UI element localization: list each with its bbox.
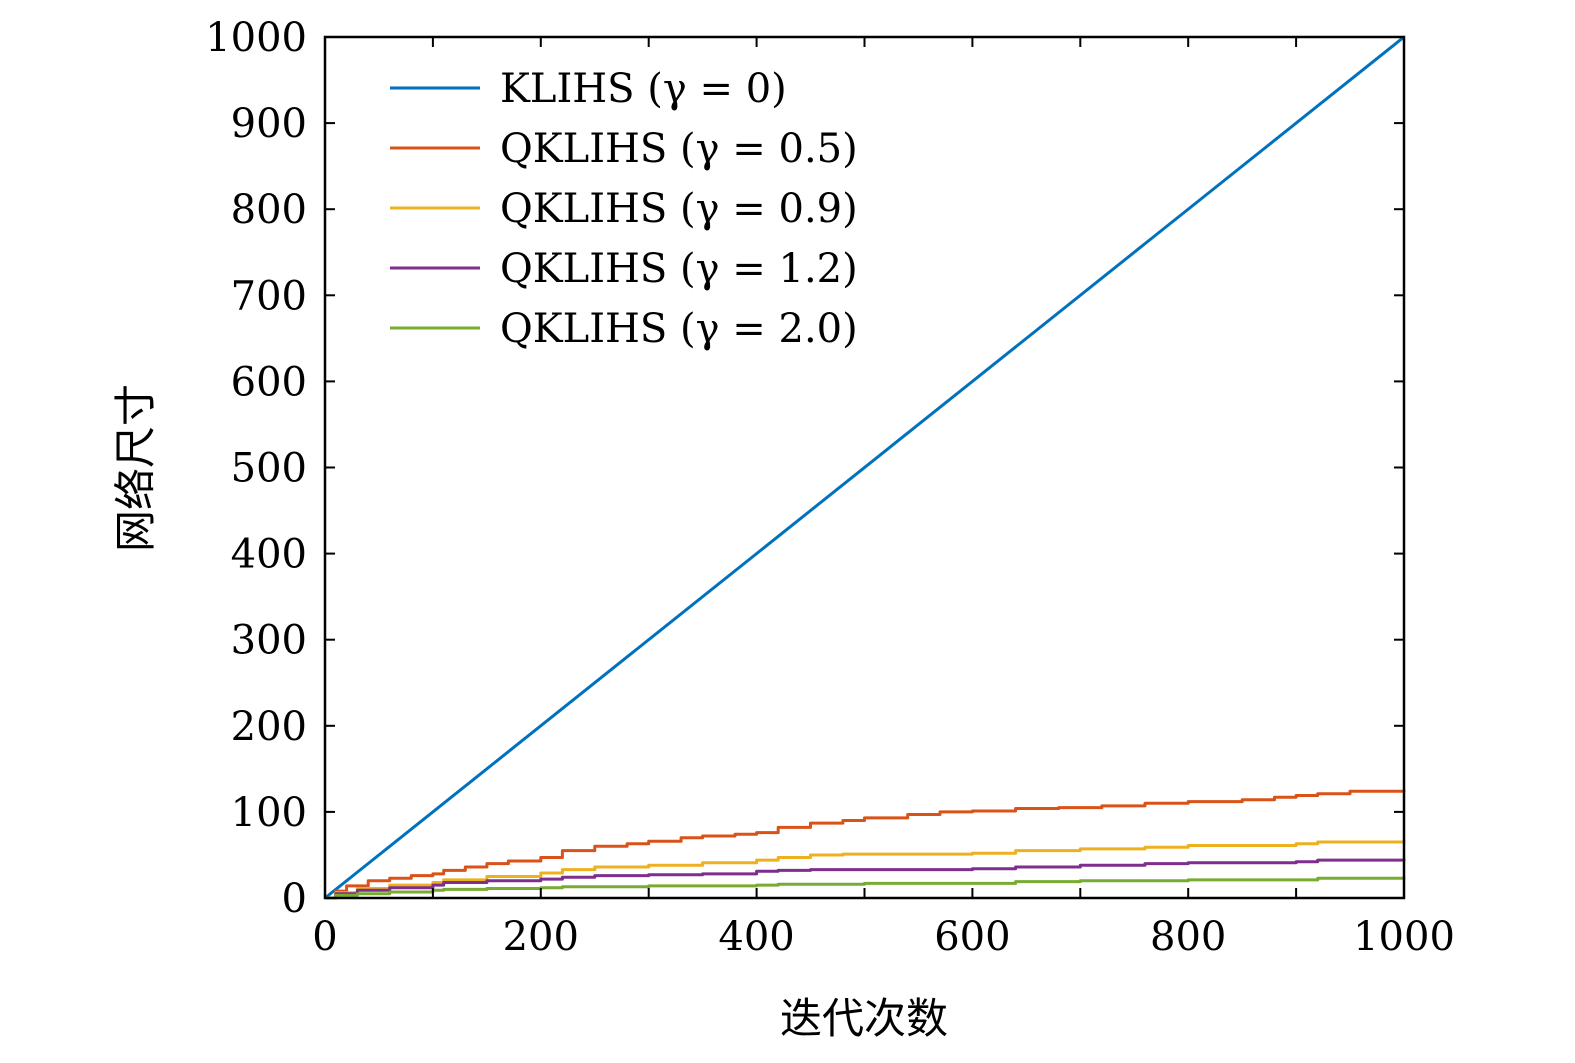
y-tick-label: 600 — [231, 359, 307, 405]
series-line-4 — [325, 876, 1406, 900]
legend-label: QKLIHS (γ = 0.9) — [500, 186, 858, 232]
y-tick-label: 500 — [231, 446, 307, 492]
legend-item: QKLIHS (γ = 2.0) — [390, 306, 858, 352]
legend-label: KLIHS (γ = 0) — [500, 66, 787, 112]
y-axis-title: 网络尺寸 — [111, 384, 160, 552]
legend: KLIHS (γ = 0) QKLIHS (γ = 0.5) QKLIHS (γ =… — [390, 66, 858, 352]
ticks-layer: 0 200 400 600 800 1000 0 100 200 300 400 500 600 700 8… — [205, 15, 1455, 960]
legend-label: QKLIHS (γ = 1.2) — [500, 246, 858, 292]
y-tick-label: 0 — [282, 876, 307, 922]
y-tick-label: 100 — [231, 790, 307, 836]
y-tick-label: 400 — [231, 532, 307, 578]
legend-item: QKLIHS (γ = 0.9) — [390, 186, 858, 232]
x-tick-label: 0 — [312, 914, 337, 960]
series-line-0 — [324, 35, 1405, 900]
legend-item: QKLIHS (γ = 1.2) — [390, 246, 858, 292]
legend-label: QKLIHS (γ = 0.5) — [500, 126, 858, 172]
y-tick-label: 300 — [231, 618, 307, 664]
series-layer — [324, 35, 1406, 900]
series-line-1 — [325, 789, 1406, 900]
y-tick-label: 900 — [231, 101, 307, 147]
x-tick-label: 800 — [1150, 914, 1226, 960]
x-tick-label: 400 — [718, 914, 794, 960]
series-line-2 — [325, 840, 1406, 900]
y-tick-label: 800 — [231, 187, 307, 233]
x-tick-label: 200 — [503, 914, 579, 960]
x-axis-title: 迭代次数 — [780, 994, 948, 1043]
y-tick-label: 700 — [231, 273, 307, 319]
y-tick-label: 1000 — [205, 15, 307, 61]
legend-item: KLIHS (γ = 0) — [390, 66, 787, 112]
x-tick-label: 600 — [934, 914, 1010, 960]
y-tick-label: 200 — [231, 704, 307, 750]
legend-item: QKLIHS (γ = 0.5) — [390, 126, 858, 172]
legend-label: QKLIHS (γ = 2.0) — [500, 306, 858, 352]
x-tick-label: 1000 — [1353, 914, 1455, 960]
series-line-3 — [325, 858, 1406, 900]
